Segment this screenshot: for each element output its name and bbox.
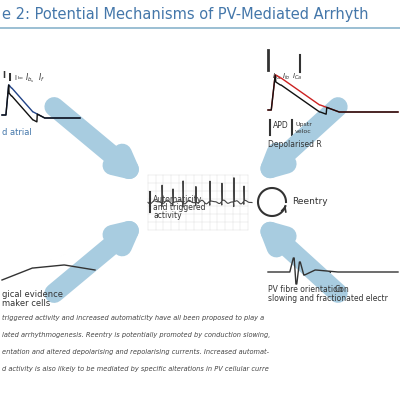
Text: APD: APD [273, 120, 289, 130]
Text: $I_{Ca}$: $I_{Ca}$ [292, 72, 302, 82]
Text: $_{\rm bo}$: $_{\rm bo}$ [17, 74, 24, 82]
Text: maker cells: maker cells [2, 299, 50, 308]
Text: e 2: Potential Mechanisms of PV-Mediated Arrhyth: e 2: Potential Mechanisms of PV-Mediated… [2, 6, 368, 22]
Text: $I_f$: $I_f$ [38, 72, 45, 84]
Text: Depolarised R: Depolarised R [268, 140, 322, 149]
Text: slowing and fractionated electr: slowing and fractionated electr [268, 294, 388, 303]
Text: Reentry: Reentry [292, 198, 328, 206]
Text: $I_{Ks}$: $I_{Ks}$ [272, 72, 282, 82]
Text: d activity is also likely to be mediated by specific alterations in PV cellular : d activity is also likely to be mediated… [2, 366, 269, 372]
Text: and triggered: and triggered [153, 203, 206, 212]
Text: $I_{to}$: $I_{to}$ [282, 72, 291, 82]
Text: gical evidence: gical evidence [2, 290, 63, 299]
Text: lated arrhythmogenesis. Reentry is potentially promoted by conduction slowing,: lated arrhythmogenesis. Reentry is poten… [2, 332, 270, 338]
Text: veloc: veloc [295, 129, 312, 134]
Text: triggered activity and increased automaticity have all been proposed to play a: triggered activity and increased automat… [2, 315, 264, 321]
Text: I: I [2, 70, 5, 80]
Text: I: I [14, 75, 16, 81]
Text: PV fibre orientation: PV fibre orientation [268, 285, 343, 294]
Text: activity: activity [153, 211, 182, 220]
Text: d atrial: d atrial [2, 128, 32, 137]
Text: Upstr: Upstr [295, 122, 312, 127]
Text: I: I [8, 73, 12, 83]
Text: Con: Con [335, 285, 350, 294]
Text: entation and altered depolarising and repolarising currents. Increased automat-: entation and altered depolarising and re… [2, 349, 269, 355]
Text: $I_{b_s}$: $I_{b_s}$ [25, 71, 34, 85]
Text: Automaticity: Automaticity [153, 195, 202, 204]
